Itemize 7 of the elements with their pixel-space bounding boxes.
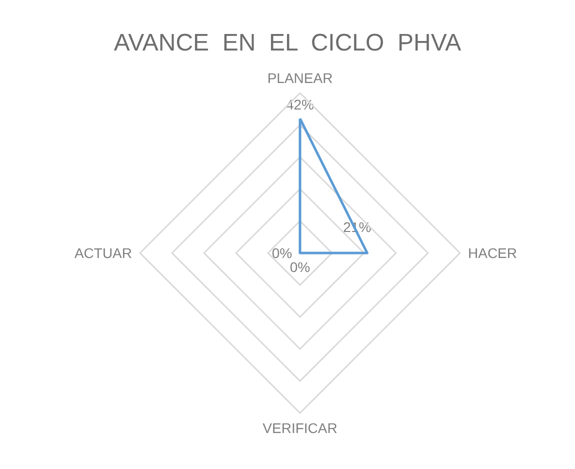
text: 0% <box>290 259 310 275</box>
spoke-label: VERIFICAR <box>262 420 338 436</box>
chart-title: AVANCE EN EL CICLO PHVA <box>114 30 462 56</box>
spoke-label: ACTUAR <box>74 245 132 261</box>
spoke-label: HACER <box>468 245 518 261</box>
spoke-label: PLANEAR <box>267 70 333 86</box>
text: 0% <box>272 245 292 261</box>
